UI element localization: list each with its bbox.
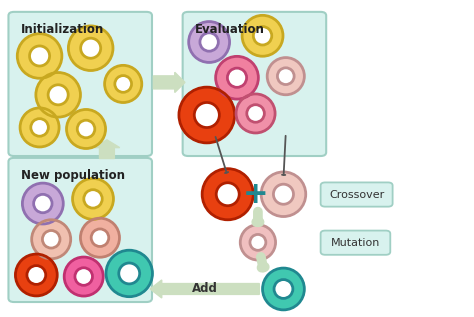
Ellipse shape [84,190,102,208]
FancyBboxPatch shape [320,230,390,255]
Ellipse shape [236,94,275,133]
Text: Mutation: Mutation [331,238,380,248]
Text: New population: New population [21,169,125,182]
Ellipse shape [91,229,109,247]
Ellipse shape [106,250,153,297]
Ellipse shape [22,183,63,224]
FancyBboxPatch shape [320,182,392,207]
Ellipse shape [267,58,304,95]
Ellipse shape [105,65,142,102]
Ellipse shape [250,235,266,250]
Ellipse shape [16,254,57,296]
Ellipse shape [119,263,140,284]
Ellipse shape [247,105,264,122]
Ellipse shape [273,184,293,204]
Ellipse shape [32,220,71,259]
Ellipse shape [29,46,50,66]
Ellipse shape [202,169,253,220]
Ellipse shape [81,38,100,58]
Ellipse shape [81,218,119,257]
Ellipse shape [42,230,60,248]
Ellipse shape [261,172,306,217]
Ellipse shape [27,266,46,284]
Ellipse shape [179,87,235,143]
Ellipse shape [253,27,272,45]
Ellipse shape [194,102,219,127]
Ellipse shape [115,75,132,92]
Text: Add: Add [191,282,218,295]
Ellipse shape [216,56,258,99]
Ellipse shape [77,120,95,138]
Ellipse shape [189,22,229,62]
Ellipse shape [228,68,246,87]
FancyArrow shape [94,140,120,158]
FancyBboxPatch shape [9,158,152,302]
Ellipse shape [64,257,103,296]
Ellipse shape [263,268,304,310]
Ellipse shape [31,119,48,136]
FancyBboxPatch shape [182,12,326,156]
FancyBboxPatch shape [9,12,152,156]
Ellipse shape [68,26,113,70]
FancyArrow shape [154,72,185,93]
Ellipse shape [242,15,283,56]
Ellipse shape [73,178,113,219]
Ellipse shape [274,280,293,298]
Ellipse shape [20,108,59,147]
Text: Crossover: Crossover [329,190,384,199]
Ellipse shape [48,85,68,105]
Text: +: + [243,180,268,209]
Ellipse shape [75,268,92,285]
Ellipse shape [36,73,81,117]
Text: Evaluation: Evaluation [195,23,265,36]
Ellipse shape [240,225,275,260]
Ellipse shape [34,194,52,213]
Ellipse shape [200,33,219,51]
Ellipse shape [17,34,62,78]
Ellipse shape [216,183,239,206]
FancyArrow shape [150,280,259,298]
Ellipse shape [66,109,106,148]
Text: Initialization: Initialization [21,23,104,36]
Ellipse shape [277,68,294,85]
